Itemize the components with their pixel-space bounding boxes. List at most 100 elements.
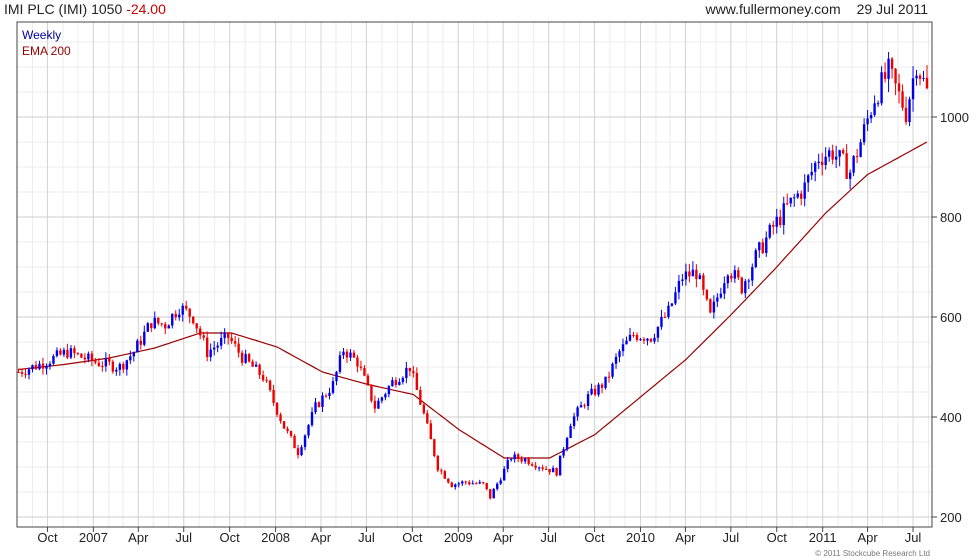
candle-body	[83, 357, 87, 360]
legend-ema: EMA 200	[22, 44, 71, 58]
candle-body	[925, 77, 929, 89]
weekly-candle	[212, 341, 216, 356]
candle-body	[810, 171, 813, 176]
candle-body	[600, 384, 604, 388]
candle-body	[454, 484, 457, 488]
candle-body	[195, 323, 198, 329]
candle-body	[534, 465, 537, 468]
weekly-candle	[786, 193, 789, 206]
x-tick-label: Oct	[37, 530, 58, 545]
candle-body	[279, 414, 282, 422]
weekly-candle	[698, 272, 702, 280]
candle-body	[674, 292, 677, 304]
candle-body	[118, 364, 122, 370]
weekly-candle	[373, 395, 377, 413]
candle-body	[744, 281, 747, 294]
candle-body	[754, 250, 757, 268]
candle-body	[373, 400, 377, 409]
weekly-candle	[782, 196, 785, 235]
weekly-candle	[684, 263, 688, 286]
weekly-candle	[129, 350, 132, 365]
weekly-candle	[153, 311, 156, 330]
source-url[interactable]: www.fullermoney.com	[705, 1, 841, 17]
weekly-candle	[824, 147, 827, 170]
weekly-candle	[111, 359, 115, 374]
x-tick-label: Jul	[175, 530, 192, 545]
weekly-candle	[59, 348, 62, 356]
weekly-candle	[289, 430, 293, 438]
candle-body	[618, 351, 621, 357]
weekly-candle	[747, 278, 751, 290]
weekly-candle	[478, 479, 481, 485]
candle-body	[62, 349, 66, 355]
weekly-candle	[447, 478, 450, 484]
x-tick-label: Apr	[675, 530, 696, 545]
candle-body	[240, 352, 244, 363]
candle-body	[216, 345, 219, 348]
y-tick-label: 800	[940, 210, 962, 225]
candle-body	[848, 172, 852, 179]
weekly-candle	[97, 357, 101, 367]
weekly-candle	[157, 317, 160, 326]
candle-body	[422, 404, 426, 414]
x-tick-label: Oct	[584, 530, 605, 545]
candle-body	[597, 384, 600, 395]
candle-body	[160, 323, 163, 325]
weekly-candle	[838, 149, 841, 167]
candle-body	[24, 373, 27, 375]
weekly-candle	[621, 338, 625, 357]
candle-body	[730, 275, 733, 279]
candle-body	[733, 270, 737, 279]
weekly-candle	[737, 267, 740, 281]
candle-body	[684, 271, 688, 280]
candle-body	[219, 338, 223, 346]
candle-body	[705, 289, 709, 300]
candle-body	[544, 468, 548, 470]
candle-body	[17, 372, 20, 373]
candle-body	[233, 341, 237, 344]
candle-body	[136, 340, 139, 353]
weekly-candle	[80, 353, 83, 358]
weekly-candle	[440, 468, 443, 475]
weekly-candle	[398, 378, 401, 386]
candle-body	[345, 351, 349, 358]
candle-body	[820, 161, 824, 165]
candle-body	[503, 468, 506, 481]
weekly-candle	[702, 272, 705, 296]
weekly-candle	[611, 362, 614, 379]
weekly-candle	[328, 387, 331, 400]
candle-body	[251, 361, 254, 367]
candle-body	[642, 339, 646, 341]
weekly-candle	[593, 384, 597, 397]
candle-body	[181, 305, 184, 315]
candle-body	[496, 483, 499, 489]
chart-title: IMI PLC (IMI) 1050 -24.00	[4, 1, 166, 17]
weekly-candle	[866, 109, 869, 131]
candle-body	[275, 402, 279, 415]
weekly-candle	[237, 337, 240, 358]
weekly-candle	[618, 349, 621, 363]
candle-body	[408, 367, 412, 372]
weekly-candle	[496, 482, 499, 491]
candle-body	[443, 471, 446, 479]
candle-body	[782, 203, 785, 226]
candle-body	[352, 352, 356, 358]
weekly-candle	[115, 367, 118, 376]
weekly-candle	[185, 300, 188, 311]
weekly-candle	[489, 489, 492, 500]
weekly-candle	[31, 364, 34, 373]
weekly-candle	[164, 321, 167, 335]
x-tick-label: 2009	[444, 530, 473, 545]
weekly-candle	[848, 169, 852, 190]
candle-body	[433, 439, 436, 456]
candle-body	[915, 75, 918, 79]
candle-body	[384, 394, 387, 398]
weekly-candle	[688, 263, 691, 283]
weekly-candle	[468, 480, 471, 486]
candle-body	[520, 458, 523, 462]
weekly-candle	[506, 456, 509, 473]
candle-body	[908, 99, 911, 123]
weekly-candle	[712, 295, 716, 319]
candle-body	[272, 389, 275, 403]
candle-body	[324, 395, 328, 397]
